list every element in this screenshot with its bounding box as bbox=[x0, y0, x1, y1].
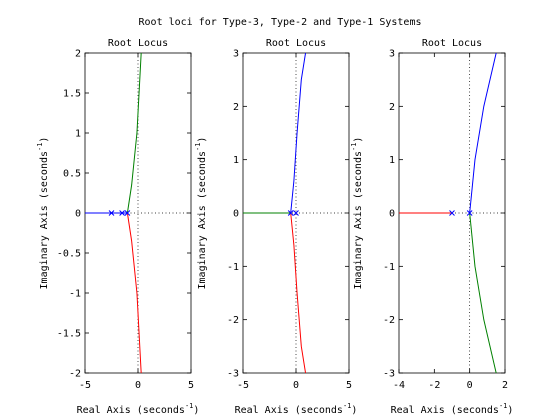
y-tick-label: -1 bbox=[383, 262, 395, 273]
locus-branch-3 bbox=[469, 212, 497, 373]
pole-marker bbox=[287, 210, 294, 216]
locus-branch-3 bbox=[126, 212, 142, 373]
x-axis-label: Real Axis (seconds-1) bbox=[235, 402, 358, 416]
subplot-1: -5 0 5 -2 -1.5 -1 -0.5 0 0.5 1 1.5 2 Root Locus Real … bbox=[36, 38, 199, 416]
subplot-3: -4 -2 0 2 -3 -2 -1 0 1 2 3 Root Locus Real Axis (sec… bbox=[350, 38, 513, 416]
pole-marker bbox=[466, 210, 473, 216]
x-tick-label: -4 bbox=[393, 380, 405, 391]
x-tick-label: 0 bbox=[467, 380, 473, 391]
locus-branch-2 bbox=[469, 53, 497, 214]
x-tick-label: 5 bbox=[346, 380, 352, 391]
pole-marker bbox=[119, 210, 125, 216]
pole-marker bbox=[124, 210, 131, 216]
y-tick-label: -1 bbox=[227, 262, 239, 273]
subplot-2: -5 0 5 -3 -2 -1 0 1 2 3 Root Locus Real Axis (secon… bbox=[194, 38, 357, 416]
y-tick-label: 0 bbox=[389, 209, 395, 220]
figure-title: Root loci for Type-3, Type-2 and Type-1 … bbox=[139, 17, 422, 28]
y-tick-label: 0.5 bbox=[63, 169, 81, 180]
y-tick-label: 3 bbox=[389, 49, 395, 60]
series-group bbox=[243, 53, 307, 373]
series-group bbox=[399, 53, 497, 373]
subplots: -5 0 5 -2 -1.5 -1 -0.5 0 0.5 1 1.5 2 Root Locus Real … bbox=[36, 38, 513, 416]
y-tick-label: -2 bbox=[383, 315, 395, 326]
y-axis-label: Imaginary Axis (seconds-1) bbox=[36, 137, 50, 290]
x-tick-label: 2 bbox=[502, 380, 508, 391]
y-tick-label: 2 bbox=[75, 49, 81, 60]
y-tick-label: -2 bbox=[69, 369, 81, 380]
y-axis-label: Imaginary Axis (seconds-1) bbox=[350, 137, 364, 290]
y-tick-label: 1.5 bbox=[63, 89, 81, 100]
x-tick-label: -5 bbox=[237, 380, 249, 391]
y-tick-label: -3 bbox=[227, 369, 239, 380]
x-tick-label: 0 bbox=[135, 380, 141, 391]
subplot-title: Root Locus bbox=[108, 38, 168, 49]
x-tick-label: 0 bbox=[293, 380, 299, 391]
x-tick-label: 5 bbox=[188, 380, 194, 391]
locus-branch-3 bbox=[290, 212, 307, 373]
y-tick-label: -2 bbox=[227, 315, 239, 326]
y-tick-label: 1 bbox=[75, 129, 81, 140]
y-axis-label: Imaginary Axis (seconds-1) bbox=[194, 137, 208, 290]
locus-branch-2 bbox=[290, 53, 307, 214]
y-tick-label: -1.5 bbox=[57, 329, 81, 340]
y-tick-label: 3 bbox=[233, 49, 239, 60]
series-group bbox=[85, 53, 142, 373]
subplot-title: Root Locus bbox=[422, 38, 482, 49]
locus-branch-2 bbox=[126, 53, 142, 214]
x-axis-label: Real Axis (seconds-1) bbox=[77, 402, 200, 416]
pole-marker bbox=[293, 210, 299, 216]
y-tick-label: 1 bbox=[233, 155, 239, 166]
x-tick-label: -2 bbox=[428, 380, 440, 391]
x-tick-label: -5 bbox=[79, 380, 91, 391]
y-tick-label: 2 bbox=[233, 102, 239, 113]
y-tick-label: -3 bbox=[383, 369, 395, 380]
y-tick-label: -0.5 bbox=[57, 249, 81, 260]
x-axis-label: Real Axis (seconds-1) bbox=[391, 402, 514, 416]
y-tick-label: 0 bbox=[75, 209, 81, 220]
subplot-title: Root Locus bbox=[266, 38, 326, 49]
y-tick-label: 0 bbox=[233, 209, 239, 220]
pole-marker bbox=[108, 210, 115, 216]
y-tick-label: 1 bbox=[389, 155, 395, 166]
y-tick-label: -1 bbox=[69, 289, 81, 300]
pole-marker bbox=[449, 210, 455, 216]
y-tick-label: 2 bbox=[389, 102, 395, 113]
